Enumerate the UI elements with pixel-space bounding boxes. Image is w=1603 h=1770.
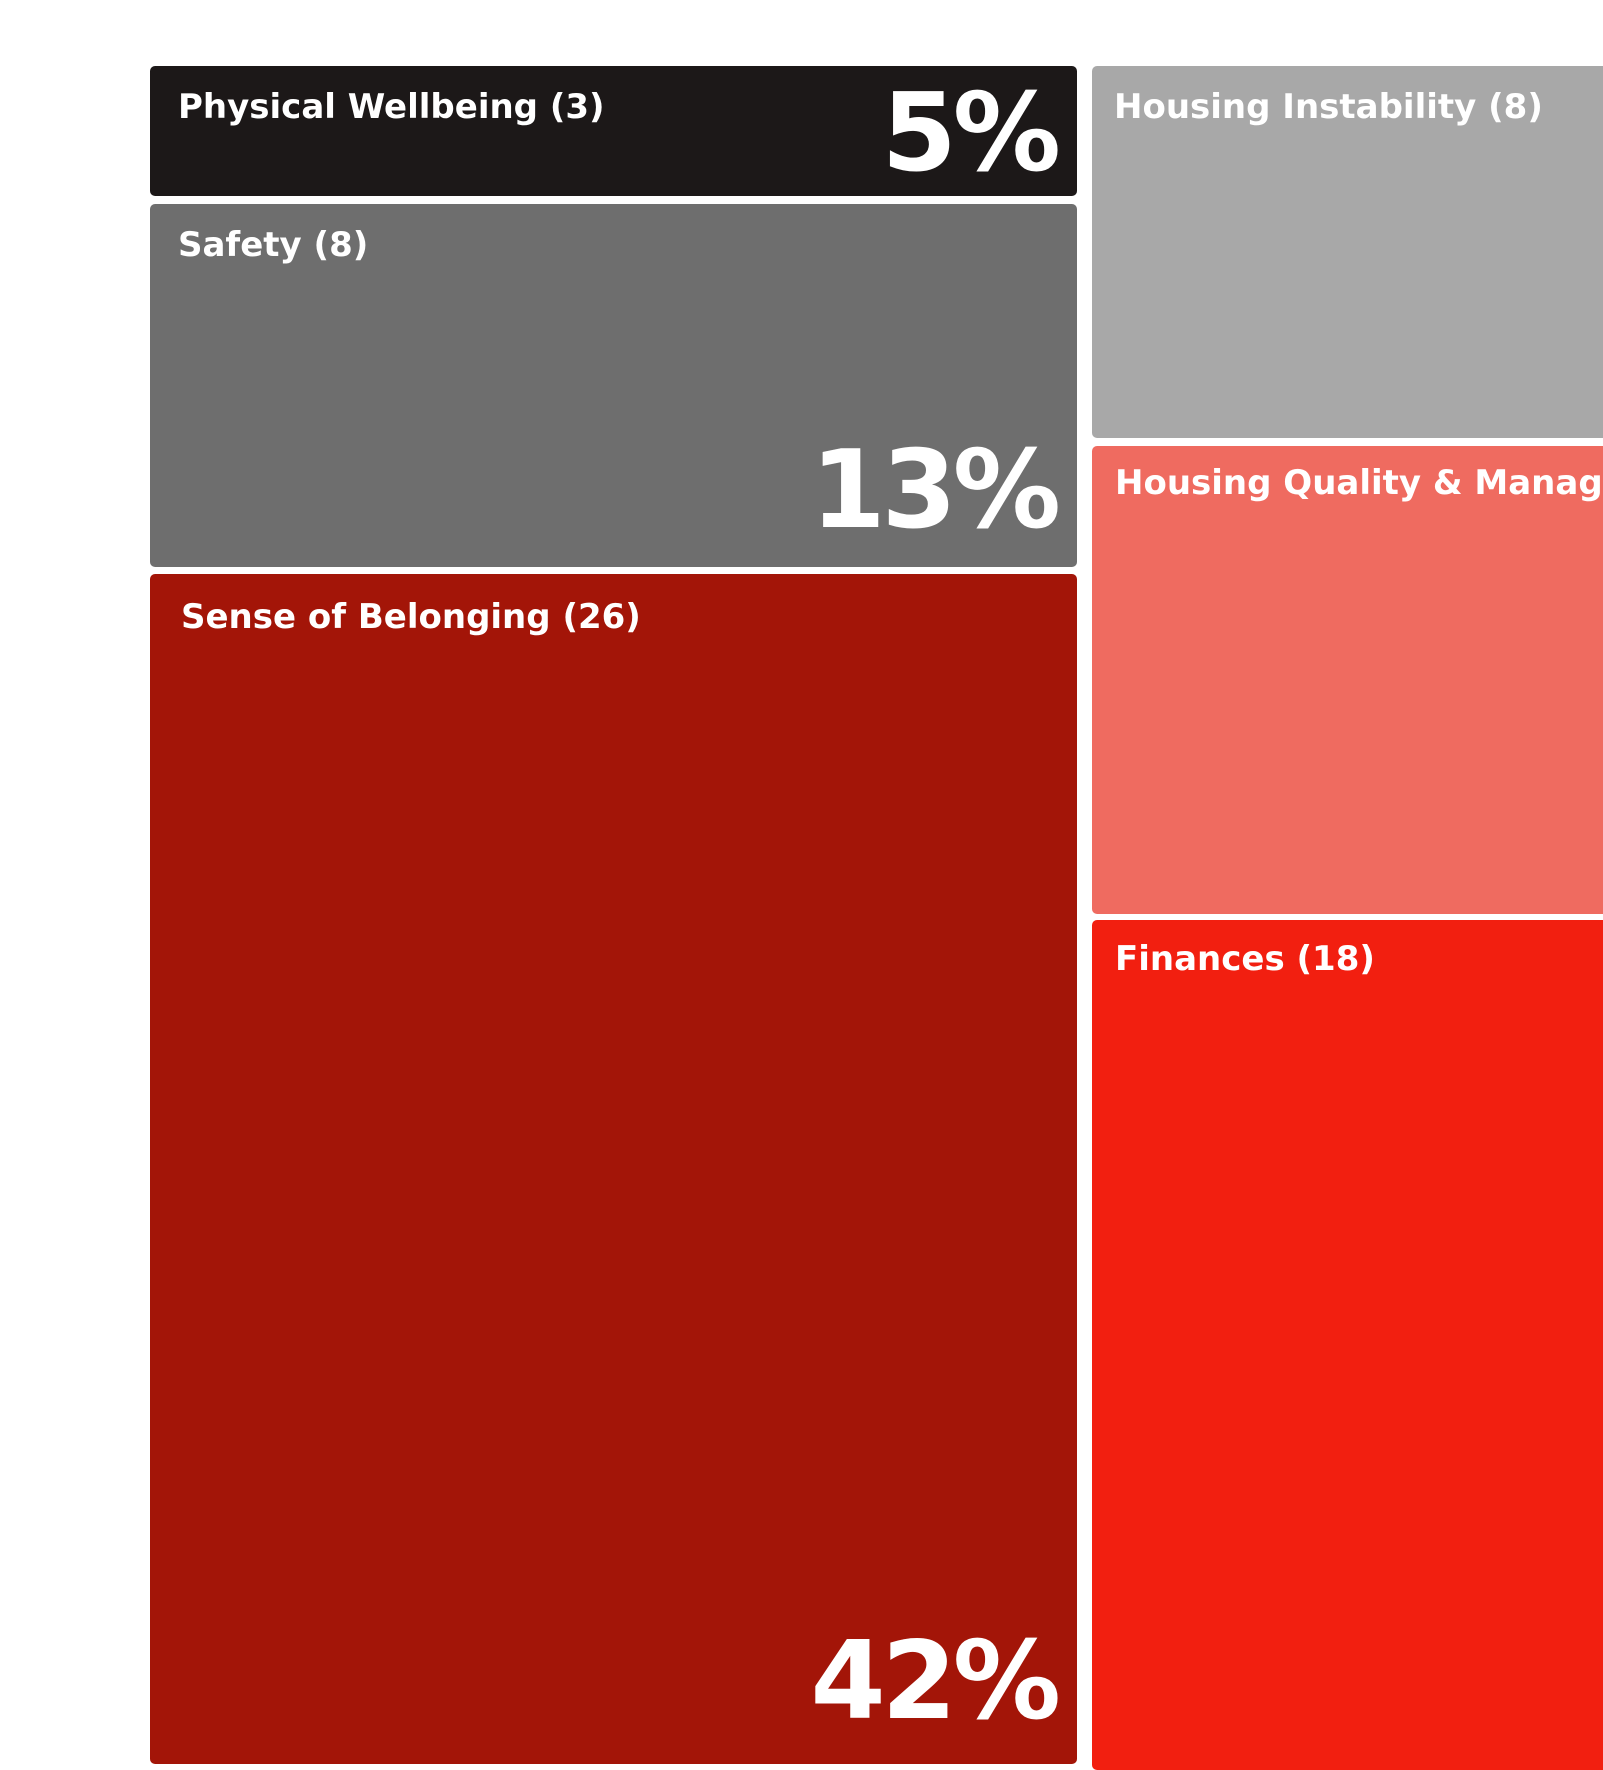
tile-percent-sense-of-belonging: 42% — [810, 1619, 1061, 1744]
tile-housing-quality-and-management: Housing Quality & Manage — [1092, 446, 1603, 914]
tile-percent-physical-wellbeing: 5% — [881, 71, 1061, 196]
tile-finances: Finances (18) — [1092, 920, 1603, 1770]
tile-housing-instability: Housing Instability (8) — [1092, 66, 1603, 438]
tile-label-finances: Finances (18) — [1115, 939, 1375, 979]
tile-label-safety: Safety (8) — [178, 225, 369, 265]
tile-label-housing-quality-and-management: Housing Quality & Manage — [1115, 463, 1603, 503]
tile-label-sense-of-belonging: Sense of Belonging (26) — [181, 597, 641, 637]
tile-safety: Safety (8) 13% — [150, 204, 1077, 567]
tile-sense-of-belonging: Sense of Belonging (26) 42% — [150, 574, 1077, 1764]
tile-percent-safety: 13% — [810, 428, 1061, 553]
tile-label-physical-wellbeing: Physical Wellbeing (3) — [178, 87, 605, 127]
tile-physical-wellbeing: Physical Wellbeing (3) 5% — [150, 66, 1077, 196]
tile-label-housing-instability: Housing Instability (8) — [1114, 87, 1543, 127]
